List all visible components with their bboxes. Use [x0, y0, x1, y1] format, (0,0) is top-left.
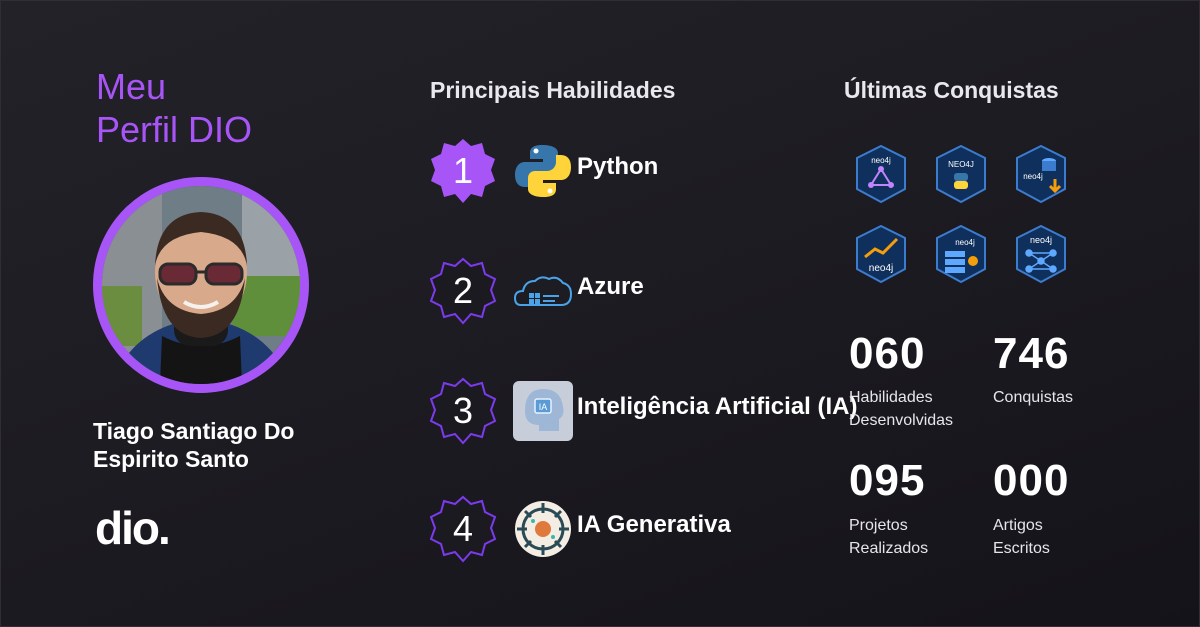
user-name-line2: Espirito Santo [93, 446, 249, 472]
rank-badge-4-icon: 4 [429, 495, 497, 563]
azure-icon [513, 276, 573, 306]
generative-ai-icon [515, 501, 571, 557]
rank-badge-2-icon: 2 [429, 257, 497, 325]
rank-badge-1-icon: 1 [431, 139, 495, 203]
svg-text:IA: IA [539, 402, 548, 412]
stat-achievements-value: 746 [993, 329, 1070, 378]
neo4j-chart-badge-icon[interactable]: neo4j [855, 225, 907, 283]
neo4j-network-badge-icon[interactable]: neo4j [1015, 225, 1067, 283]
svg-text:neo4j: neo4j [869, 263, 893, 274]
stat-skills-label-line1: Habilidades [849, 389, 933, 406]
user-name-line1: Tiago Santiago Do [93, 418, 295, 444]
svg-text:neo4j: neo4j [1030, 235, 1052, 245]
ai-head-icon: IA [513, 381, 573, 441]
page-title-line2: Perfil DIO [96, 109, 253, 150]
stat-articles-label: Artigos Escritos [993, 514, 1133, 560]
rank-number-1: 1 [453, 150, 473, 191]
svg-text:neo4j: neo4j [871, 156, 891, 165]
neo4j-graph-badge-icon[interactable]: neo4j [855, 145, 907, 203]
page-title: Meu Perfil DIO [96, 65, 252, 151]
skill-label: Azure [577, 273, 644, 300]
stat-projects-label-line2: Realizados [849, 540, 929, 557]
stat-projects-label: Projetos Realizados [849, 514, 989, 560]
rank-badge-3-icon: 3 [429, 377, 497, 445]
rank-number-3: 3 [453, 390, 473, 431]
page-title-line1: Meu [96, 66, 167, 107]
skill-label: IA Generativa [577, 511, 731, 538]
neo4j-server-badge-icon[interactable]: neo4j [935, 225, 987, 283]
python-icon [515, 145, 571, 197]
avatar[interactable] [102, 186, 300, 384]
stat-projects-value: 095 [849, 456, 926, 505]
stat-skills-label-line2: Desenvolvidas [849, 412, 954, 429]
stat-skills-label: Habilidades Desenvolvidas [849, 386, 989, 432]
achievements-heading: Últimas Conquistas [844, 77, 1059, 103]
stat-articles-label-line2: Escritos [993, 540, 1050, 557]
avatar-ring [93, 177, 309, 393]
stat-articles-value: 000 [993, 456, 1070, 505]
svg-text:neo4j: neo4j [955, 238, 975, 247]
avatar-portrait-icon [102, 186, 300, 384]
dio-logo: dio. [95, 502, 171, 554]
user-name: Tiago Santiago Do Espirito Santo [93, 417, 353, 473]
neo4j-import-badge-icon[interactable]: neo4j [1015, 145, 1067, 203]
stat-skills-value: 060 [849, 329, 926, 378]
skills-heading: Principais Habilidades [430, 77, 676, 103]
stat-achievements-label: Conquistas [993, 386, 1133, 409]
neo4j-python-badge-icon[interactable]: NEO4J [935, 145, 987, 203]
stat-projects-label-line1: Projetos [849, 517, 908, 534]
skill-label: Inteligência Artificial (IA) [577, 393, 858, 420]
skill-label: Python [577, 153, 659, 180]
svg-text:neo4j: neo4j [1023, 172, 1043, 181]
rank-number-2: 2 [453, 270, 473, 311]
stat-articles-label-line1: Artigos [993, 517, 1043, 534]
rank-number-4: 4 [453, 508, 473, 549]
stat-achievements-label-line1: Conquistas [993, 389, 1074, 406]
svg-text:NEO4J: NEO4J [948, 160, 974, 169]
